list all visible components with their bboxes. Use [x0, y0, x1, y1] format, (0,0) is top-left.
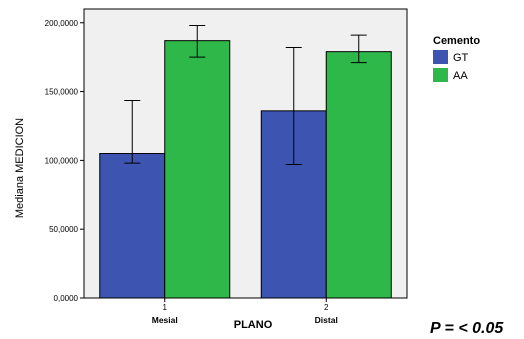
y-tick-label: 50,0000 [49, 225, 78, 234]
legend-label: GT [453, 52, 469, 64]
x-axis-title: PLANO [234, 319, 273, 331]
y-tick-label: 100,0000 [45, 156, 79, 165]
x-tick-label: 1 [163, 303, 168, 312]
y-tick-label: 200,0000 [45, 19, 79, 28]
bar [164, 40, 231, 299]
legend-swatch [433, 50, 448, 64]
bars [99, 40, 392, 299]
x-tick-label: 2 [324, 303, 329, 312]
bar [99, 153, 166, 299]
y-tick-label: 0,0000 [54, 294, 79, 303]
category-label: Distal [315, 315, 338, 325]
y-axis-title: Mediana MEDICION [14, 118, 26, 218]
p-value-annotation: P = < 0.05 [430, 320, 504, 337]
error-bars [124, 25, 367, 166]
bar [325, 51, 392, 299]
y-axis: 0,0000 50,0000 100,0000 150,0000 200,0000 [45, 19, 84, 303]
x-axis: 1 Mesial 2 Distal [152, 298, 338, 325]
legend: Cemento GT AA [433, 35, 480, 82]
category-label: Mesial [152, 315, 178, 325]
legend-label: AA [453, 70, 468, 82]
legend-title: Cemento [433, 35, 480, 47]
y-tick-label: 150,0000 [45, 88, 79, 97]
legend-swatch [433, 68, 448, 82]
